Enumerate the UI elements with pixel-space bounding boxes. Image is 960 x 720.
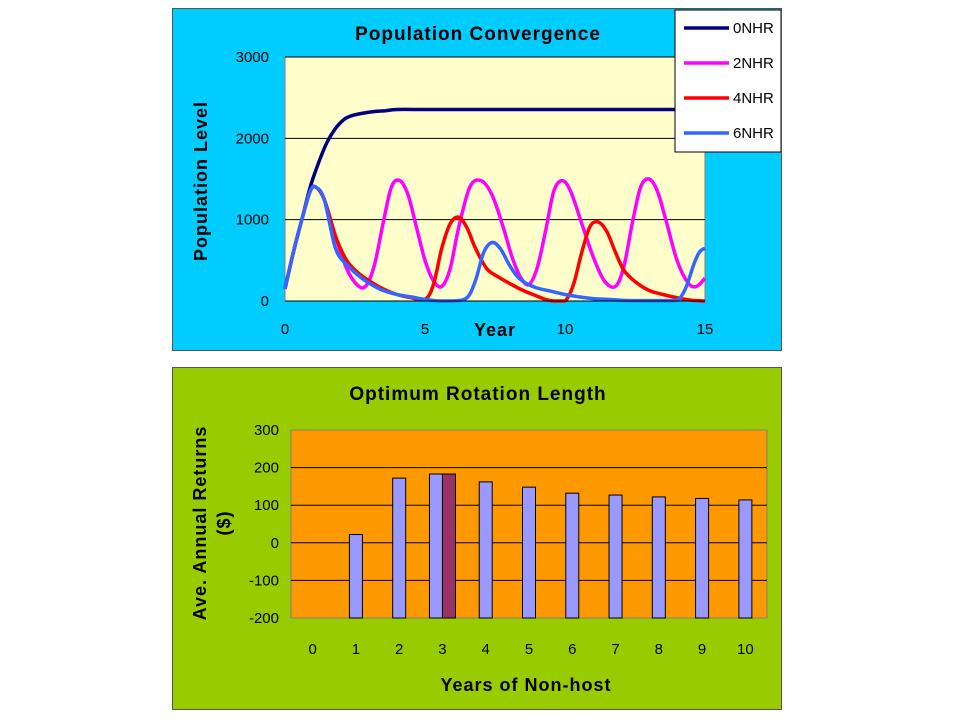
x-axis-title: Year (474, 320, 516, 340)
x-tick-label: 0 (308, 641, 316, 658)
x-tick-labels: 0 1 2 3 4 5 6 7 8 9 10 (308, 641, 753, 658)
y-tick-label: 1000 (236, 212, 269, 229)
x-tick-label: 9 (698, 641, 706, 658)
plot-area (284, 56, 706, 302)
x-tick-label: 6 (568, 641, 576, 658)
y-tick-labels: 0 1000 2000 3000 (236, 49, 269, 310)
series-line-4nhr (283, 184, 706, 303)
population-convergence-chart: 0 1000 2000 3000 0 5 10 15 Population Converge… (191, 9, 782, 340)
x-tick-label: 0 (281, 321, 289, 338)
chart-title: Optimum Rotation Length (349, 384, 606, 405)
x-tick-label: 10 (737, 641, 754, 658)
x-tick-label: 5 (525, 641, 533, 658)
x-tick-label: 15 (697, 321, 714, 338)
rotation-chart-panel: -200 -100 0 100 200 300 0 1 2 3 4 5 6 7 8 9 10 Optimum … (172, 367, 782, 710)
y-tick-label: 200 (254, 460, 279, 477)
x-tick-label: 5 (421, 321, 429, 338)
legend: 0NHR 2NHR 4NHR 6NHR (674, 9, 782, 153)
bar (738, 499, 753, 619)
bar (522, 486, 536, 619)
bar (478, 481, 493, 619)
y-tick-label: 0 (271, 535, 279, 552)
y-tick-label: 3000 (236, 49, 269, 66)
bar (392, 477, 407, 619)
y-tick-label: -200 (249, 610, 279, 627)
legend-label: 2NHR (733, 55, 774, 72)
legend-label: 4NHR (733, 90, 774, 107)
y-tick-label: 100 (254, 497, 279, 514)
x-tick-labels: 0 5 10 15 (281, 321, 714, 338)
y-tick-label: -100 (249, 572, 279, 589)
y-axis-title: Ave. Annual Returns ($) (190, 426, 234, 621)
bar-highlight (441, 473, 456, 619)
bar (695, 497, 710, 619)
y-tick-label: 300 (254, 422, 279, 439)
optimum-rotation-chart: -200 -100 0 100 200 300 0 1 2 3 4 5 6 7 8 9 10 Optimum … (190, 384, 768, 695)
x-tick-label: 7 (611, 641, 619, 658)
x-tick-label: 10 (557, 321, 574, 338)
population-chart-panel: 0 1000 2000 3000 0 5 10 15 Population Converge… (172, 8, 782, 351)
x-tick-label: 3 (438, 641, 446, 658)
x-tick-label: 4 (482, 641, 490, 658)
y-tick-label: 2000 (236, 130, 269, 147)
series-line-2nhr (283, 177, 707, 290)
x-tick-label: 1 (352, 641, 360, 658)
y-axis-title: Population Level (191, 101, 211, 261)
legend-label: 0NHR (733, 20, 774, 37)
bar (348, 534, 363, 619)
y-tick-label: 0 (261, 293, 269, 310)
bars (348, 473, 753, 619)
series-line-0nhr (283, 107, 705, 290)
bar (651, 496, 666, 619)
chart-title: Population Convergence (355, 24, 601, 45)
x-axis-title: Years of Non-host (440, 675, 611, 695)
legend-label: 6NHR (733, 125, 774, 142)
bar (428, 473, 443, 619)
y-tick-labels: -200 -100 0 100 200 300 (249, 422, 279, 627)
legend-box (674, 9, 782, 153)
gridlines (285, 56, 705, 221)
x-tick-label: 2 (395, 641, 403, 658)
x-tick-label: 8 (655, 641, 663, 658)
bar (608, 494, 623, 619)
bar (565, 492, 580, 619)
